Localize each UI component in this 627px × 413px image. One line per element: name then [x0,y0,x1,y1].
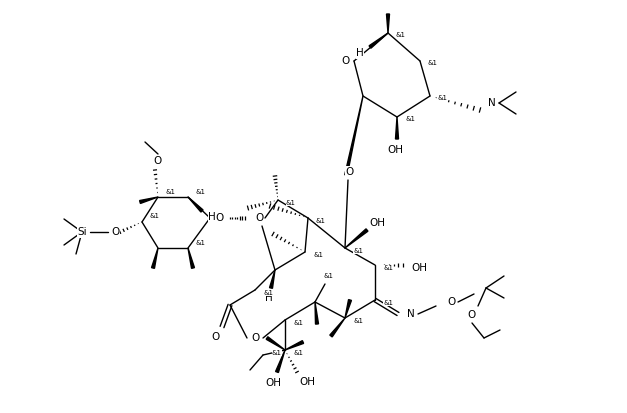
Text: &1: &1 [383,300,393,306]
Polygon shape [345,229,368,248]
Text: O: O [255,213,263,223]
Text: &1: &1 [263,290,273,296]
Text: H: H [356,48,364,58]
Text: &1: &1 [324,273,334,279]
Text: N: N [488,98,496,108]
Text: &1: &1 [313,252,323,258]
Text: &1: &1 [293,350,303,356]
Text: &1: &1 [396,32,406,38]
Text: &1: &1 [293,320,303,326]
Polygon shape [276,350,285,373]
Text: &1: &1 [405,116,415,122]
Text: &1: &1 [438,95,448,101]
Text: O: O [341,56,349,66]
Text: &1: &1 [353,248,363,254]
Text: &1: &1 [149,213,159,219]
Text: N: N [407,309,415,319]
Text: &1: &1 [195,240,205,246]
Text: O: O [468,310,476,320]
Text: OH: OH [369,218,385,228]
Polygon shape [345,299,352,318]
Polygon shape [266,337,285,350]
Text: &1: &1 [353,318,363,324]
Text: &1: &1 [272,350,282,356]
Text: OH: OH [387,145,403,155]
Text: O: O [212,332,220,342]
Text: &1: &1 [195,189,205,195]
Polygon shape [270,270,275,288]
Text: H: H [208,212,216,222]
Polygon shape [315,302,319,324]
Text: &1: &1 [428,60,438,66]
Text: Si: Si [77,227,87,237]
Text: O: O [447,297,455,307]
Polygon shape [285,341,303,350]
Polygon shape [140,197,158,204]
Text: O: O [346,167,354,177]
Polygon shape [396,117,399,139]
Polygon shape [188,248,194,268]
Text: O: O [154,156,162,166]
Polygon shape [330,318,345,337]
Text: &1: &1 [286,200,296,206]
Text: O: O [251,333,259,343]
Text: O: O [215,213,223,223]
Polygon shape [188,197,203,212]
Polygon shape [386,14,389,33]
Polygon shape [345,96,363,175]
Text: H: H [265,293,273,303]
Polygon shape [369,33,388,48]
Text: OH: OH [411,263,427,273]
Text: OH: OH [299,377,315,387]
Text: &1: &1 [165,189,175,195]
Text: OH: OH [265,378,281,388]
Polygon shape [152,248,158,268]
Text: &1: &1 [383,265,393,271]
Text: &1: &1 [316,218,326,224]
Text: O: O [111,227,119,237]
